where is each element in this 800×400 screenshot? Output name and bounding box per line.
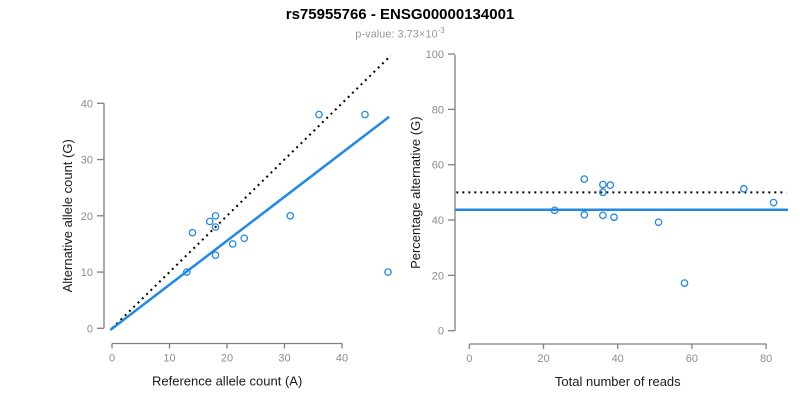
regression-line (109, 115, 390, 331)
data-point (610, 213, 618, 222)
x-tick-label: 0 (466, 353, 472, 365)
x-tick-label: 30 (278, 353, 290, 365)
data-point (228, 240, 237, 248)
percentage-reads-scatter-plot: 0 20 40 60 80 0 20 40 60 80 100 Total number of rea… (408, 49, 788, 389)
y-tick-label: 20 (432, 270, 444, 282)
y-tick-label: 20 (81, 211, 93, 223)
data-point (205, 217, 214, 226)
data-point (550, 206, 559, 215)
identity-line (111, 54, 392, 330)
p-value-subtitle: p-value: 3.73×10-3 (0, 26, 800, 41)
data-point (599, 180, 607, 189)
data-point (580, 175, 589, 183)
data-point (315, 110, 323, 119)
y-tick-label: 40 (432, 215, 444, 227)
y-axis-title: Percentage alternative (G) (408, 116, 423, 268)
x-axis-title: Total number of reads (555, 374, 681, 389)
plot-title: rs75955766 - ENSG00000134001 (285, 6, 515, 23)
p-value-exponent: -3 (437, 26, 445, 35)
x-tick-label: 40 (336, 353, 348, 365)
data-point (384, 268, 392, 276)
y-tick-label: 0 (438, 326, 444, 338)
y-tick-label: 40 (81, 98, 93, 110)
data-point (739, 184, 748, 193)
data-point (599, 211, 607, 220)
data-point (188, 228, 197, 237)
data-point (606, 181, 615, 190)
data-point (286, 211, 295, 220)
y-tick-label: 100 (426, 49, 444, 61)
p-value-text: p-value: 3.73×10 (355, 28, 438, 41)
x-tick-label: 20 (221, 353, 233, 365)
y-tick-label: 0 (87, 323, 93, 335)
data-point (211, 251, 220, 260)
x-tick-label: 10 (163, 353, 175, 365)
y-tick-label: 60 (432, 160, 444, 172)
y-tick-label: 30 (81, 155, 93, 167)
data-point (580, 210, 589, 219)
data-point (599, 188, 607, 197)
x-tick-label: 80 (760, 353, 772, 365)
data-point (361, 110, 369, 119)
y-tick-label: 80 (432, 104, 444, 116)
data-point (680, 279, 689, 287)
data-point (211, 223, 220, 231)
allele-count-scatter-plot: 0 10 20 30 40 0 10 20 30 40 Reference allele count… (60, 54, 392, 389)
data-point (240, 234, 249, 243)
x-tick-label: 20 (537, 353, 549, 365)
data-point (769, 198, 778, 207)
x-tick-label: 0 (109, 353, 115, 365)
data-point (211, 211, 220, 220)
y-tick-label: 10 (81, 267, 93, 279)
x-axis-title: Reference allele count (A) (152, 374, 302, 389)
data-point (182, 268, 191, 276)
x-tick-label: 40 (612, 353, 624, 365)
data-point (654, 218, 663, 227)
y-axis-title: Alternative allele count (G) (60, 139, 75, 292)
x-tick-label: 60 (686, 353, 698, 365)
